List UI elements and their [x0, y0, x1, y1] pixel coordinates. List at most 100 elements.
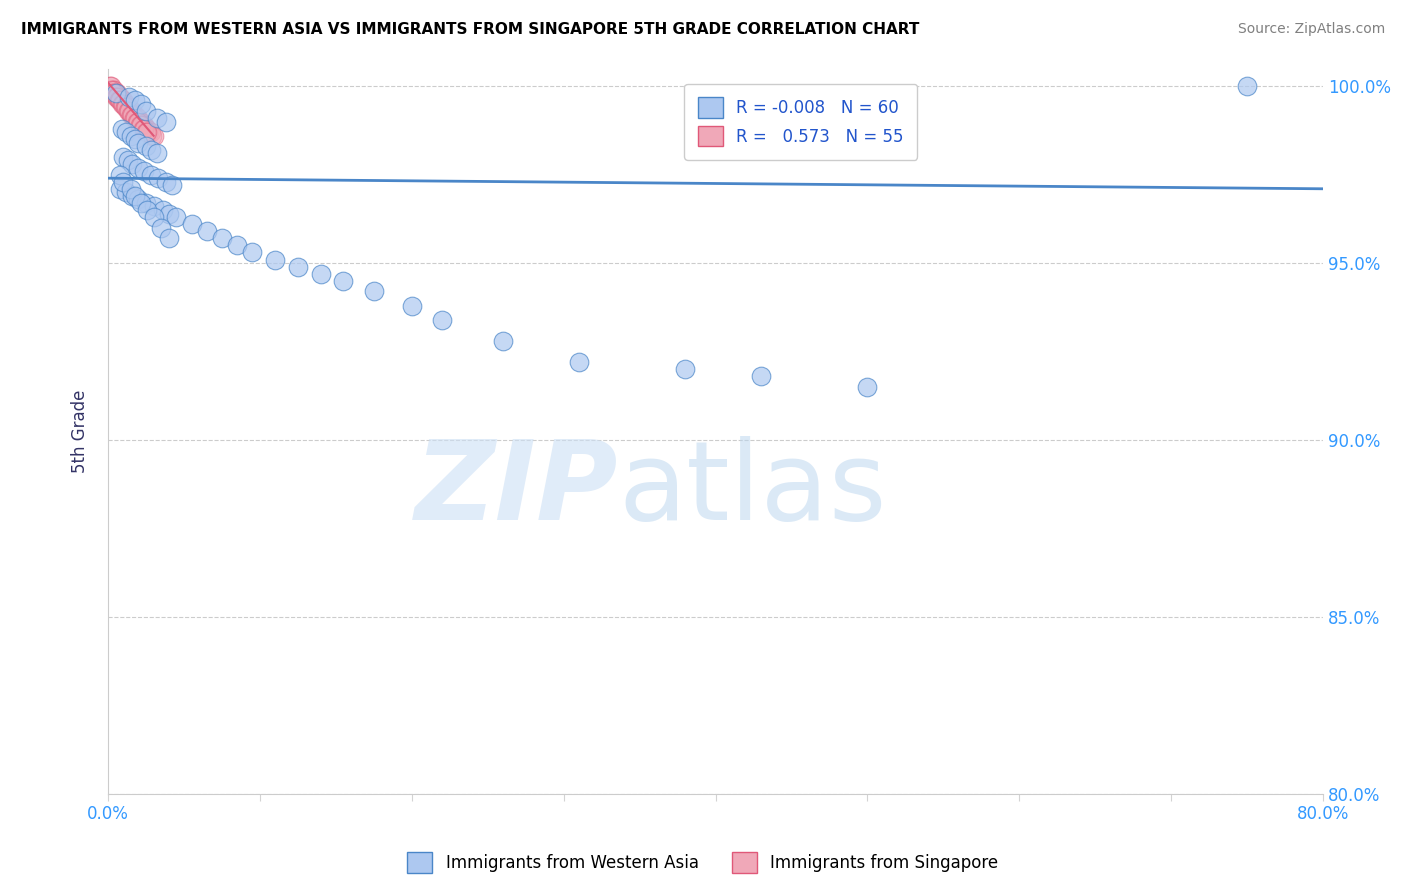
Point [125, 114, 148, 128]
Point [115, 125, 138, 139]
Point [132, 121, 155, 136]
Point [117, 100, 139, 114]
Point [117, 153, 139, 168]
Point [128, 118, 150, 132]
Point [150, 220, 173, 235]
Point [139, 168, 162, 182]
Point [135, 121, 157, 136]
Point [117, 103, 139, 118]
Point [128, 114, 150, 128]
Point [105, 87, 128, 101]
Point [287, 260, 309, 274]
Point [111, 121, 134, 136]
Point [124, 111, 146, 125]
Point [108, 94, 131, 108]
Point [332, 274, 354, 288]
Point [101, 87, 124, 101]
Point [264, 252, 287, 267]
Point [122, 111, 145, 125]
Point [127, 136, 149, 150]
Point [141, 128, 163, 143]
Point [120, 182, 142, 196]
Point [145, 111, 167, 125]
Point [120, 103, 142, 118]
Legend: Immigrants from Western Asia, Immigrants from Singapore: Immigrants from Western Asia, Immigrants… [401, 846, 1005, 880]
Legend: R = -0.008   N = 60, R =   0.573   N = 55: R = -0.008 N = 60, R = 0.573 N = 55 [685, 84, 917, 160]
Point [122, 107, 145, 121]
Point [136, 202, 159, 217]
Point [108, 90, 131, 104]
Point [104, 87, 127, 101]
Point [104, 90, 127, 104]
Point [115, 96, 138, 111]
Text: IMMIGRANTS FROM WESTERN ASIA VS IMMIGRANTS FROM SINGAPORE 5TH GRADE CORRELATION : IMMIGRANTS FROM WESTERN ASIA VS IMMIGRAN… [21, 22, 920, 37]
Point [142, 210, 165, 224]
Point [112, 175, 135, 189]
Point [139, 143, 162, 157]
Text: atlas: atlas [619, 435, 887, 542]
Point [142, 199, 165, 213]
Point [152, 202, 174, 217]
Point [139, 125, 162, 139]
Point [124, 94, 146, 108]
Point [127, 193, 149, 207]
Point [145, 146, 167, 161]
Point [100, 83, 122, 97]
Point [135, 139, 157, 153]
Text: ZIP: ZIP [415, 435, 619, 542]
Y-axis label: 5th Grade: 5th Grade [72, 390, 89, 473]
Point [100, 79, 122, 94]
Point [131, 96, 153, 111]
Point [103, 87, 125, 101]
Point [134, 118, 156, 132]
Point [146, 171, 169, 186]
Point [124, 107, 146, 121]
Point [98, 79, 121, 94]
Point [749, 369, 772, 384]
Point [155, 175, 177, 189]
Point [118, 103, 141, 118]
Point [673, 362, 696, 376]
Point [127, 161, 149, 175]
Point [180, 217, 202, 231]
Point [136, 121, 159, 136]
Point [138, 125, 160, 139]
Point [157, 231, 180, 245]
Point [108, 182, 131, 196]
Point [120, 128, 142, 143]
Point [131, 114, 153, 128]
Point [124, 132, 146, 146]
Point [136, 125, 159, 139]
Point [135, 103, 157, 118]
Point [121, 157, 143, 171]
Point [107, 94, 129, 108]
Point [160, 178, 183, 193]
Point [131, 196, 153, 211]
Point [856, 380, 879, 394]
Point [211, 231, 233, 245]
Point [492, 334, 515, 348]
Point [363, 285, 385, 299]
Point [142, 128, 165, 143]
Point [134, 121, 156, 136]
Point [101, 83, 124, 97]
Point [104, 87, 127, 101]
Point [115, 100, 138, 114]
Point [125, 111, 148, 125]
Point [112, 150, 135, 164]
Point [121, 189, 143, 203]
Point [108, 168, 131, 182]
Point [107, 90, 129, 104]
Point [165, 210, 187, 224]
Point [118, 100, 141, 114]
Point [114, 100, 136, 114]
Point [430, 312, 453, 326]
Point [155, 114, 177, 128]
Point [309, 267, 332, 281]
Point [115, 186, 138, 200]
Point [401, 299, 423, 313]
Point [114, 96, 136, 111]
Point [111, 94, 134, 108]
Point [134, 164, 156, 178]
Point [226, 238, 249, 252]
